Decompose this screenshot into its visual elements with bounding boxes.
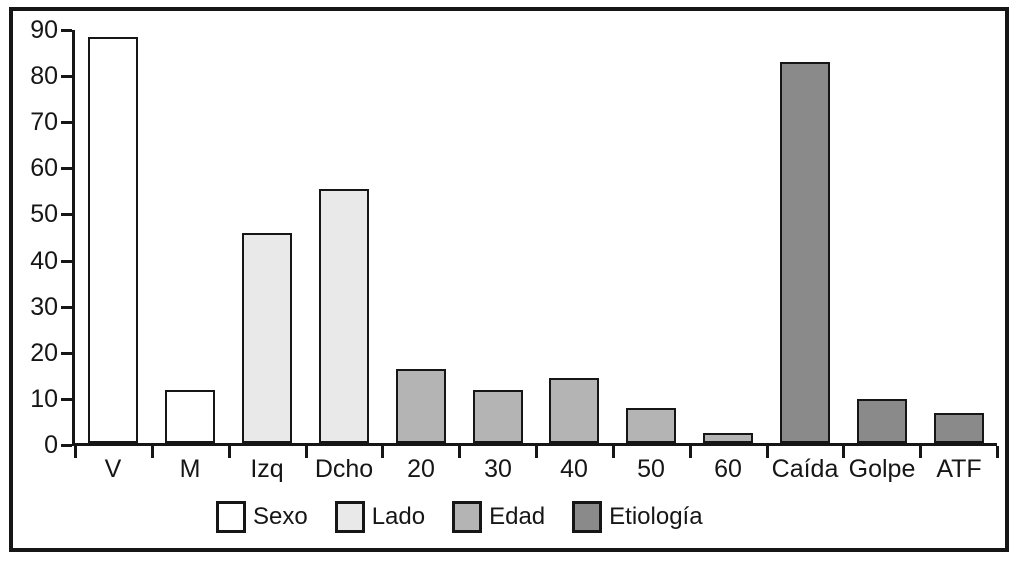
x-axis-tick <box>919 446 922 458</box>
y-axis-tick <box>61 29 72 32</box>
x-axis-category-label: Dcho <box>314 455 374 483</box>
y-axis-line <box>72 30 75 446</box>
x-axis-tick <box>151 446 154 458</box>
legend-item-edad: Edad <box>452 501 545 533</box>
x-axis-category-label: 50 <box>637 455 665 483</box>
y-axis-tick-label: 70 <box>30 108 58 136</box>
y-axis-tick <box>61 444 72 447</box>
x-axis-category-label: 30 <box>484 455 512 483</box>
x-axis-category-label: M <box>179 455 201 483</box>
x-axis-category-label: 60 <box>714 455 742 483</box>
x-axis-tick <box>842 446 845 458</box>
legend-item-etiologia: Etiología <box>572 501 703 533</box>
x-axis-tick <box>689 446 692 458</box>
chart-frame <box>9 7 1009 552</box>
y-axis-tick-label: 30 <box>30 293 58 321</box>
x-axis-tick <box>74 446 77 458</box>
legend-label: Etiología <box>609 503 703 530</box>
chart-legend: Sexo Lado Edad Etiología <box>216 501 703 533</box>
x-axis-tick <box>612 446 615 458</box>
legend-item-sexo: Sexo <box>216 501 308 533</box>
x-axis-category-label: V <box>104 455 122 483</box>
legend-swatch <box>572 501 603 533</box>
y-axis-tick <box>61 260 72 263</box>
x-axis-tick <box>535 446 538 458</box>
x-axis-category-label: Caída <box>771 455 839 483</box>
bar-golpe <box>857 399 907 443</box>
y-axis-tick-label: 90 <box>30 16 58 44</box>
y-axis-tick-label: 20 <box>30 339 58 367</box>
bar-m <box>165 390 215 443</box>
legend-item-lado: Lado <box>334 501 426 533</box>
x-axis-tick <box>305 446 308 458</box>
bar-20 <box>396 369 446 443</box>
legend-swatch <box>452 501 483 533</box>
y-axis-tick <box>61 398 72 401</box>
bar-60 <box>703 433 753 443</box>
bar-v <box>88 37 138 443</box>
y-axis-tick-label: 80 <box>30 62 58 90</box>
x-axis-category-label: 40 <box>560 455 588 483</box>
x-axis-tick <box>228 446 231 458</box>
y-axis-tick <box>61 213 72 216</box>
bar-atf <box>934 413 984 443</box>
bar-40 <box>549 378 599 443</box>
x-axis-tick <box>996 446 999 458</box>
legend-label: Lado <box>371 503 426 530</box>
legend-swatch <box>216 501 246 533</box>
y-axis-tick <box>61 75 72 78</box>
y-axis-tick-label: 0 <box>44 431 58 459</box>
legend-label: Edad <box>489 503 546 530</box>
bar-30 <box>473 390 523 443</box>
y-axis-tick-label: 10 <box>30 385 58 413</box>
y-axis-tick-label: 50 <box>30 200 58 228</box>
y-axis-tick-label: 40 <box>30 247 58 275</box>
x-axis-category-label: Izq <box>250 455 284 483</box>
x-axis-tick <box>458 446 461 458</box>
x-axis-category-label: 20 <box>407 455 435 483</box>
y-axis-tick <box>61 121 72 124</box>
y-axis-tick <box>61 352 72 355</box>
x-axis-tick <box>381 446 384 458</box>
bar-izq <box>242 233 292 443</box>
y-axis-tick-label: 60 <box>30 154 58 182</box>
bar-caída <box>780 62 830 443</box>
bar-dcho <box>319 189 369 443</box>
x-axis-tick <box>766 446 769 458</box>
legend-label: Sexo <box>253 503 308 530</box>
y-axis-tick <box>61 167 72 170</box>
x-axis-category-label: Golpe <box>848 455 916 483</box>
legend-swatch <box>334 501 365 533</box>
bar-50 <box>626 408 676 443</box>
x-axis-category-label: ATF <box>936 455 982 483</box>
y-axis-tick <box>61 306 72 309</box>
x-axis-line <box>72 443 997 446</box>
